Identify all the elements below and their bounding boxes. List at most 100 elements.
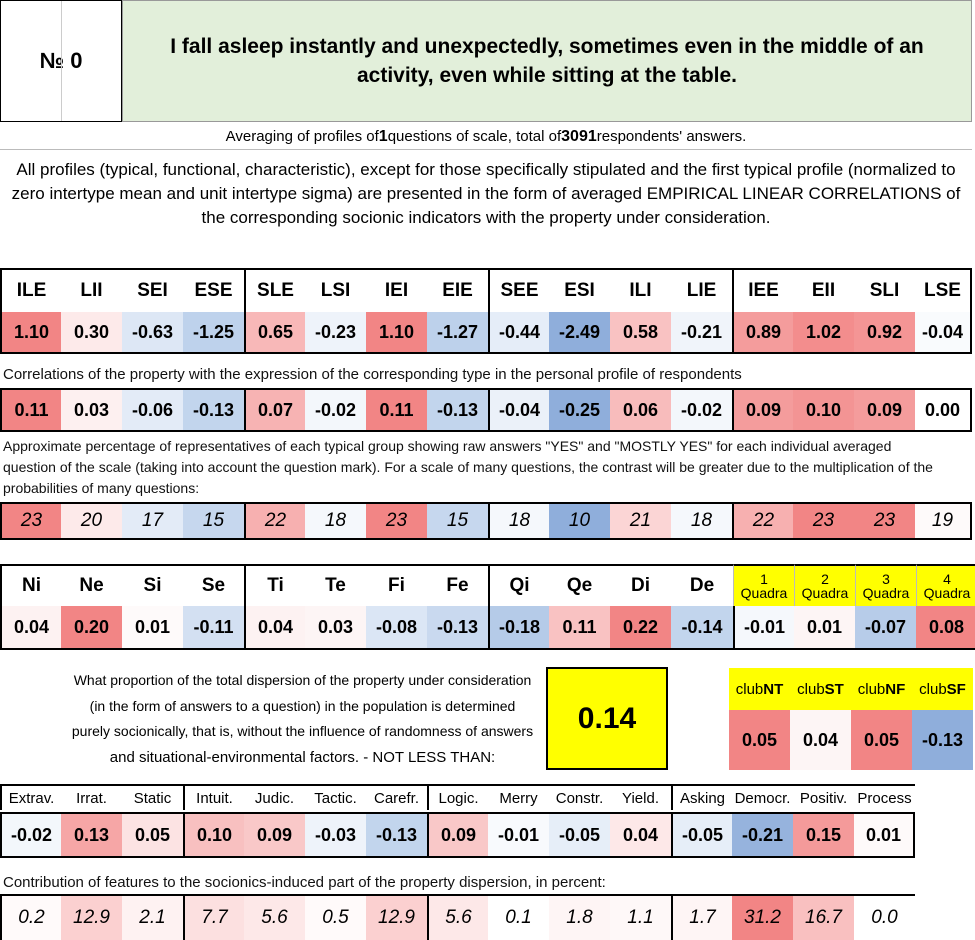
percentage-value-cell: 18 [488,502,549,540]
features-header-row: Extrav. Irrat. Static Intuit. Judic. Tactic. C… [0,784,915,810]
contribution-value-cell: 1.7 [671,894,732,940]
type-value-cell: 1.10 [366,312,427,354]
type-value-cell: -0.44 [488,312,549,354]
feature-value-cell: -0.05 [549,812,610,858]
club-suffix: NT [763,680,784,698]
feature-value-cell: 0.13 [61,812,122,858]
correlation-value-cell: 0.03 [61,388,122,432]
percentage-value-cell: 23 [793,502,854,540]
function-value-cell: -0.11 [183,606,244,650]
type-value-cell: -2.49 [549,312,610,354]
club-label-cell: club NF [851,668,912,710]
function-value-cell: 0.11 [549,606,610,650]
type-label-cell: SLE [244,268,305,312]
correlation-value-cell: 0.10 [793,388,854,432]
feature-value-cell: 0.15 [793,812,854,858]
function-label-cell: Ni [0,564,61,606]
type-value-cell: -0.04 [915,312,972,354]
correlation-value-cell: 0.09 [854,388,915,432]
quadra-label-cell: 2 Quadra [794,564,855,606]
feature-value-cell: 0.09 [427,812,488,858]
function-label-cell: Ne [61,564,122,606]
type-label-cell: ILE [0,268,61,312]
percentage-caption: Approximate percentage of representative… [3,438,933,496]
feature-value-cell: -0.03 [305,812,366,858]
dispersion-line-3: purely socionically, that is, without th… [71,723,534,739]
feature-label-cell: Extrav. [0,784,61,810]
type-value-cell: 0.30 [61,312,122,354]
feature-label-cell: Tactic. [305,784,366,810]
function-value-cell: 0.04 [0,606,61,650]
feature-label-cell: Democr. [732,784,793,810]
function-value-cell: 0.03 [305,606,366,650]
contribution-value-cell: 16.7 [793,894,854,940]
club-value-cell: 0.05 [851,710,912,770]
types-header-row: ILE LII SEI ESE SLE LSI IEI EIE SEE ESI ILI LIE IEE E… [0,268,972,312]
percentage-value-cell: 10 [549,502,610,540]
number-separator [61,1,62,121]
percentage-value-cell: 19 [915,502,972,540]
club-label-cell: club SF [912,668,973,710]
dispersion-line-1: What proportion of the total dispersion … [73,672,532,688]
percentages-row: 23 20 17 15 22 18 23 15 18 10 21 18 22 23 23 19 [0,502,972,540]
quadra-word: Quadra [923,585,971,601]
contribution-value-cell: 1.8 [549,894,610,940]
dispersion-value: 0.14 [546,667,668,770]
percentage-value-cell: 23 [0,502,61,540]
correlation-value-cell: 0.11 [366,388,427,432]
function-label-cell: Qi [488,564,549,606]
function-label-cell: Ti [244,564,305,606]
feature-label-cell: Asking [671,784,732,810]
correlation-value-cell: -0.13 [427,388,488,432]
type-label-cell: LIE [671,268,732,312]
feature-label-cell: Static [122,784,183,810]
function-label-cell: Qe [549,564,610,606]
averaging-prefix: Averaging of profiles of [225,128,379,145]
club-prefix: club [919,680,947,698]
type-value-cell: 1.02 [793,312,854,354]
contribution-value-cell: 2.1 [122,894,183,940]
percentage-value-cell: 15 [427,502,488,540]
contribution-value-cell: 0.2 [0,894,61,940]
function-value-cell: -0.08 [366,606,427,650]
club-suffix: SF [946,680,966,698]
percentage-value-cell: 21 [610,502,671,540]
quadra-value-cell: 0.08 [916,606,975,650]
quadra-number: 1 [760,571,768,587]
dispersion-description: What proportion of the total dispersion … [60,668,545,772]
feature-value-cell: 0.10 [183,812,244,858]
correlation-caption: Correlations of the property with the ex… [3,366,742,383]
dispersion-line-2: (in the form of answers to a question) i… [89,697,516,714]
function-label-cell: Di [610,564,671,606]
feature-value-cell: 0.05 [122,812,183,858]
percentage-value-cell: 22 [244,502,305,540]
correlation-value-cell: -0.04 [488,388,549,432]
type-value-cell: -0.21 [671,312,732,354]
type-label-cell: LSI [305,268,366,312]
type-value-cell: -0.63 [122,312,183,354]
percentage-value-cell: 18 [671,502,732,540]
club-label-cell: club ST [790,668,851,710]
correlation-value-cell: 0.06 [610,388,671,432]
correlation-value-cell: -0.13 [183,388,244,432]
club-suffix: NF [885,680,906,698]
quadra-label-cell: 3 Quadra [855,564,916,606]
function-label-cell: Si [122,564,183,606]
type-value-cell: -1.25 [183,312,244,354]
question-number: № 0 [0,0,122,122]
type-label-cell: LII [61,268,122,312]
percentage-value-cell: 23 [366,502,427,540]
contribution-value-cell: 12.9 [366,894,427,940]
feature-label-cell: Logic. [427,784,488,810]
type-value-cell: 0.58 [610,312,671,354]
club-prefix: club [797,680,825,698]
function-value-cell: -0.14 [671,606,733,650]
quadra-number: 3 [882,571,890,587]
function-value-cell: -0.18 [488,606,549,650]
feature-value-cell: 0.09 [244,812,305,858]
correlation-value-cell: -0.06 [122,388,183,432]
feature-label-cell: Process [854,784,915,810]
type-label-cell: IEE [732,268,793,312]
function-label-cell: De [671,564,733,606]
averaging-suffix: respondents' answers. [596,128,747,145]
